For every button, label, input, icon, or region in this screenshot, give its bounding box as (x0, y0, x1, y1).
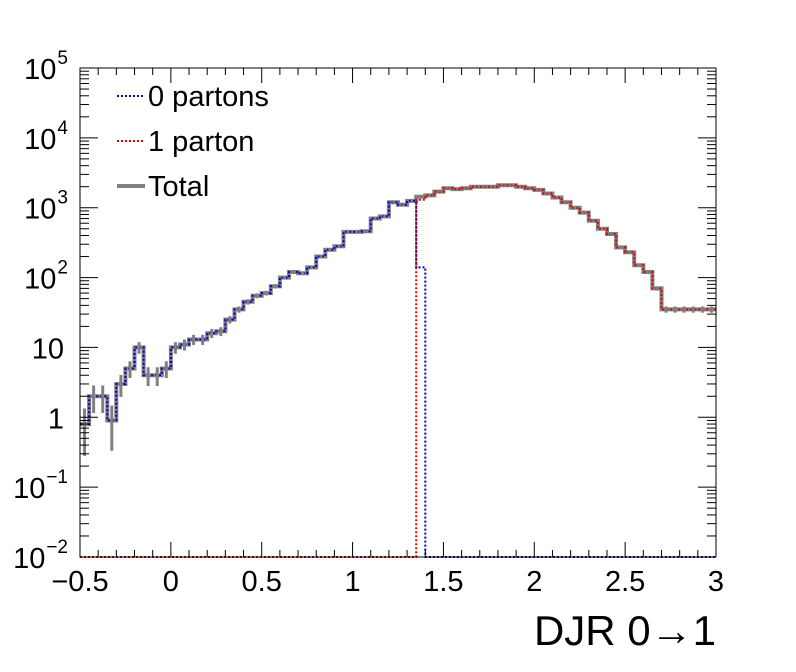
y-tick-exponent: 4 (57, 118, 68, 139)
y-tick-label: 10 (24, 54, 56, 86)
x-tick-label: 1.5 (423, 566, 463, 598)
y-tick-label: 1 (48, 403, 64, 435)
y-tick-exponent: −2 (46, 537, 68, 558)
y-tick-exponent: 5 (57, 48, 68, 69)
y-tick-exponent: 3 (57, 188, 68, 209)
plot-series (80, 183, 716, 558)
y-tick-label: 10 (24, 264, 56, 296)
plot-frame (79, 67, 717, 558)
x-tick-label: −0.5 (51, 566, 108, 598)
y-tick-label: 10 (24, 124, 56, 156)
x-tick-label: 2.5 (605, 566, 645, 598)
y-tick-exponent: 2 (57, 258, 68, 279)
legend-label: 0 partons (148, 81, 269, 113)
series-0-partons-line (80, 199, 716, 558)
y-tick-label: 10 (32, 333, 64, 365)
x-tick-label: 2 (526, 566, 542, 598)
y-tick-label: 10 (13, 473, 45, 505)
y-tick-label: 10 (24, 194, 56, 226)
legend-label: Total (148, 171, 209, 203)
x-tick-label: 3 (708, 566, 724, 598)
x-tick-label: 0 (163, 566, 179, 598)
series-total-line (80, 183, 716, 427)
legend: 0 partons 1 parton Total (117, 81, 269, 203)
x-axis-title: DJR 0→1 (534, 607, 716, 654)
x-tick-label: 1 (345, 566, 361, 598)
y-tick-exponent: −1 (46, 467, 68, 488)
legend-label: 1 parton (148, 126, 254, 158)
x-tick-label: 0.5 (242, 566, 282, 598)
series-1-parton-line (80, 184, 716, 558)
y-tick-label: 10 (13, 543, 45, 575)
